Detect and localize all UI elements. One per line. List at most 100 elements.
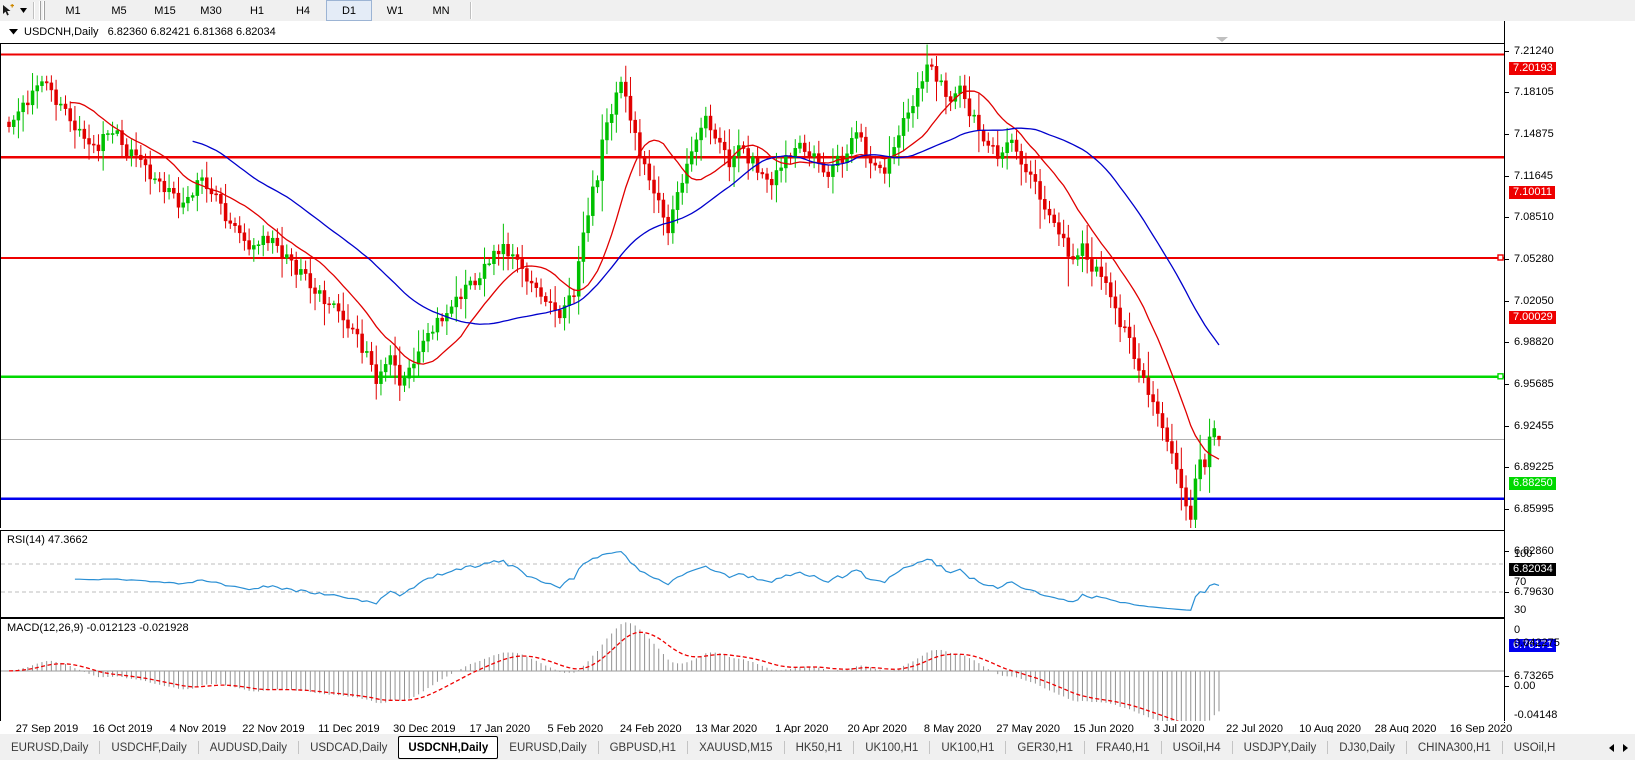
price-tick-mark — [1505, 51, 1509, 52]
chart-tab-usdchf-daily[interactable]: USDCHF,Daily — [111, 742, 187, 754]
price-tick-label: 7.08510 — [1514, 211, 1554, 223]
crosshair-cursor-icon[interactable] — [0, 1, 17, 20]
chart-tab-audusd-daily[interactable]: AUDUSD,Daily — [209, 742, 288, 754]
date-axis-label: 16 Oct 2019 — [92, 723, 153, 735]
rsi-pane[interactable]: RSI(14) 47.3662 — [0, 530, 1505, 618]
timeframe-button-m1[interactable]: M1 — [65, 4, 81, 17]
price-pane[interactable] — [0, 43, 1505, 528]
price-tick-mark — [1505, 301, 1509, 302]
price-tick-mark — [1505, 676, 1509, 677]
price-tick-label: 7.14875 — [1514, 128, 1554, 140]
chart-tab-eurusd-daily[interactable]: EURUSD,Daily — [11, 742, 89, 754]
price-tick-label: 7.05280 — [1514, 253, 1554, 265]
tab-separator — [853, 741, 855, 754]
price-tick-label: 6.89225 — [1514, 461, 1554, 473]
tab-separator — [1405, 741, 1407, 754]
timeframe-toolbar: M1 M5 M15 M30 H1 H4 D1 W1 MN — [0, 0, 1635, 22]
tab-separator — [298, 741, 300, 754]
tab-separator — [1327, 741, 1329, 754]
rsi-title-label: RSI(14) 47.3662 — [7, 534, 88, 546]
price-level-badge[interactable]: 6.82034 — [1509, 563, 1556, 576]
tab-separator — [597, 741, 599, 754]
chart-tab-uk100-h1[interactable]: UK100,H1 — [941, 742, 995, 754]
scroll-left-icon[interactable] — [1605, 739, 1618, 757]
chart-tab-usoil-h4[interactable]: USOil,H4 — [1172, 742, 1221, 754]
price-scale-axis[interactable]: 7.21240 7.18105 7.14875 7.11645 7.08510 7.052… — [1504, 21, 1635, 721]
timeframe-button-group: M1 M5 M15 M30 H1 H4 D1 W1 MN — [50, 0, 464, 21]
cursor-dropdown-arrow[interactable] — [17, 1, 30, 20]
chart-tab-usoil-h[interactable]: USOil,H — [1513, 742, 1556, 754]
chart-tab-uk100-h1[interactable]: UK100,H1 — [865, 742, 919, 754]
timeframe-button-h4[interactable]: H4 — [295, 4, 311, 17]
date-axis-label: 27 Sep 2019 — [15, 723, 79, 735]
rsi-scale-label: 30 — [1514, 604, 1527, 616]
price-tick-label: 6.73265 — [1514, 670, 1554, 682]
price-tick-label: 7.21240 — [1514, 45, 1554, 57]
price-tick-label: 6.92455 — [1514, 420, 1554, 432]
tab-separator — [1005, 741, 1007, 754]
tab-separator — [1083, 741, 1085, 754]
timeframe-button-m30[interactable]: M30 — [200, 4, 222, 17]
rsi-scale-label: 100 — [1514, 548, 1533, 560]
macd-scale-label: -0.04148 — [1514, 709, 1558, 721]
price-tick-mark — [1505, 592, 1509, 593]
chart-tab-hk50-h1[interactable]: HK50,H1 — [795, 742, 843, 754]
price-level-badge[interactable]: 7.00029 — [1509, 311, 1556, 324]
chart-tab-xauusd-m15[interactable]: XAUUSD,M15 — [699, 742, 773, 754]
date-axis-label: 22 Nov 2019 — [242, 723, 305, 735]
timeframe-button-w1[interactable]: W1 — [386, 4, 404, 17]
timeframe-button-h1[interactable]: H1 — [249, 4, 265, 17]
timeframe-button-d1[interactable]: D1 — [326, 0, 372, 21]
chart-tab-eurusd-daily[interactable]: EURUSD,Daily — [509, 742, 587, 754]
date-axis-label: 24 Feb 2020 — [619, 723, 682, 735]
tab-separator — [783, 741, 785, 754]
macd-pane[interactable]: MACD(12,26,9) -0.012123 -0.021928 — [0, 618, 1505, 723]
triangle-down-icon[interactable] — [6, 25, 20, 39]
rsi-scale-label: 0 — [1514, 624, 1521, 636]
tab-separator — [99, 741, 101, 754]
date-axis-label: 30 Dec 2019 — [393, 723, 456, 735]
toolbar-drag-handle[interactable] — [39, 1, 46, 20]
chart-tab-usdcad-daily[interactable]: USDCAD,Daily — [310, 742, 388, 754]
chart-tab-usdcnh-daily[interactable]: USDCNH,Daily — [398, 736, 499, 759]
date-axis-label: 27 May 2020 — [996, 723, 1060, 735]
tab-separator — [929, 741, 931, 754]
date-axis-label: 15 Jun 2020 — [1073, 723, 1134, 735]
chart-tab-usdjpy-daily[interactable]: USDJPY,Daily — [1243, 742, 1317, 754]
price-level-badge[interactable]: 6.88250 — [1509, 477, 1556, 490]
timeframe-button-mn[interactable]: MN — [432, 4, 450, 17]
date-axis-label: 16 Sep 2020 — [1449, 723, 1513, 735]
price-tick-label: 6.85995 — [1514, 503, 1554, 515]
tab-separator — [1231, 741, 1233, 754]
macd-chart-canvas — [1, 622, 1505, 722]
price-level-badge[interactable]: 6.76171 — [1509, 639, 1556, 652]
chart-tab-ger30-h1[interactable]: GER30,H1 — [1017, 742, 1073, 754]
date-axis-label: 10 Aug 2020 — [1299, 723, 1361, 735]
price-tick-mark — [1505, 384, 1509, 385]
timeframe-button-m5[interactable]: M5 — [111, 4, 127, 17]
chart-tab-china300-h1[interactable]: CHINA300,H1 — [1417, 742, 1491, 754]
price-level-badge[interactable]: 7.20193 — [1509, 62, 1556, 75]
chart-tabs-container: EURUSD,Daily USDCHF,Daily AUDUSD,Daily USDC… — [0, 736, 1566, 760]
price-tick-mark — [1505, 426, 1509, 427]
date-axis-label: 1 Apr 2020 — [775, 723, 829, 735]
chart-tab-gbpusd-h1[interactable]: GBPUSD,H1 — [609, 742, 677, 754]
date-axis-label: 5 Feb 2020 — [547, 723, 604, 735]
date-axis-label: 3 Jul 2020 — [1153, 723, 1205, 735]
price-level-badge[interactable]: 7.10011 — [1509, 186, 1555, 199]
chart-tab-fra40-h1[interactable]: FRA40,H1 — [1095, 742, 1150, 754]
chart-window[interactable]: USDCNH,Daily 6.82360 6.82421 6.81368 6.8… — [0, 21, 1635, 739]
scroll-position-marker — [1216, 37, 1228, 42]
price-tick-label: 7.18105 — [1514, 86, 1554, 98]
tab-separator — [1160, 741, 1162, 754]
timeframe-button-m15[interactable]: M15 — [154, 4, 176, 17]
price-tick-mark — [1505, 467, 1509, 468]
date-axis-label: 4 Nov 2019 — [169, 723, 227, 735]
chart-tab-dj30-daily[interactable]: DJ30,Daily — [1339, 742, 1395, 754]
date-axis-label: 17 Jan 2020 — [469, 723, 531, 735]
price-tick-mark — [1505, 176, 1509, 177]
scroll-right-icon[interactable] — [1618, 739, 1631, 757]
price-tick-label: 6.95685 — [1514, 378, 1554, 390]
price-tick-mark — [1505, 342, 1509, 343]
